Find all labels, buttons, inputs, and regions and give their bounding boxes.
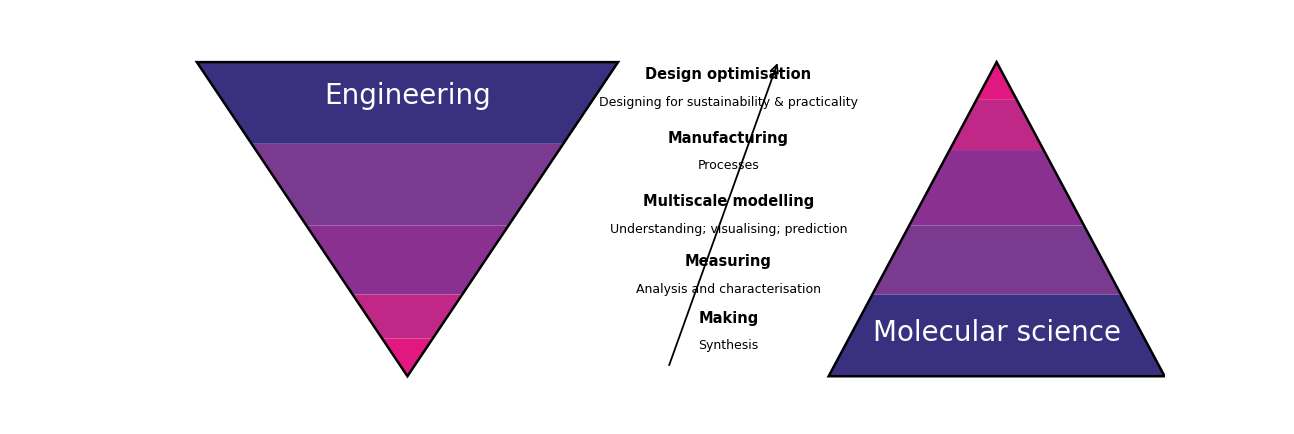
Polygon shape [828, 295, 1165, 376]
Text: Analysis and characterisation: Analysis and characterisation [635, 283, 820, 296]
Polygon shape [307, 225, 509, 295]
Polygon shape [382, 339, 432, 376]
Text: Engineering: Engineering [324, 82, 490, 109]
Polygon shape [197, 62, 619, 144]
Polygon shape [950, 100, 1044, 150]
Text: Design optimisation: Design optimisation [646, 67, 811, 82]
Text: Multiscale modelling: Multiscale modelling [643, 194, 814, 209]
Polygon shape [353, 295, 462, 339]
Text: Processes: Processes [697, 159, 760, 172]
Text: Synthesis: Synthesis [699, 339, 758, 352]
Polygon shape [910, 150, 1084, 225]
Text: Measuring: Measuring [685, 254, 771, 269]
Text: Making: Making [699, 311, 758, 326]
Text: Understanding; visualising; prediction: Understanding; visualising; prediction [609, 223, 848, 236]
Polygon shape [872, 225, 1121, 295]
Polygon shape [977, 62, 1017, 100]
Text: Manufacturing: Manufacturing [668, 131, 789, 146]
Text: Molecular science: Molecular science [872, 319, 1121, 347]
Text: Designing for sustainability & practicality: Designing for sustainability & practical… [599, 95, 858, 108]
Polygon shape [251, 144, 563, 225]
